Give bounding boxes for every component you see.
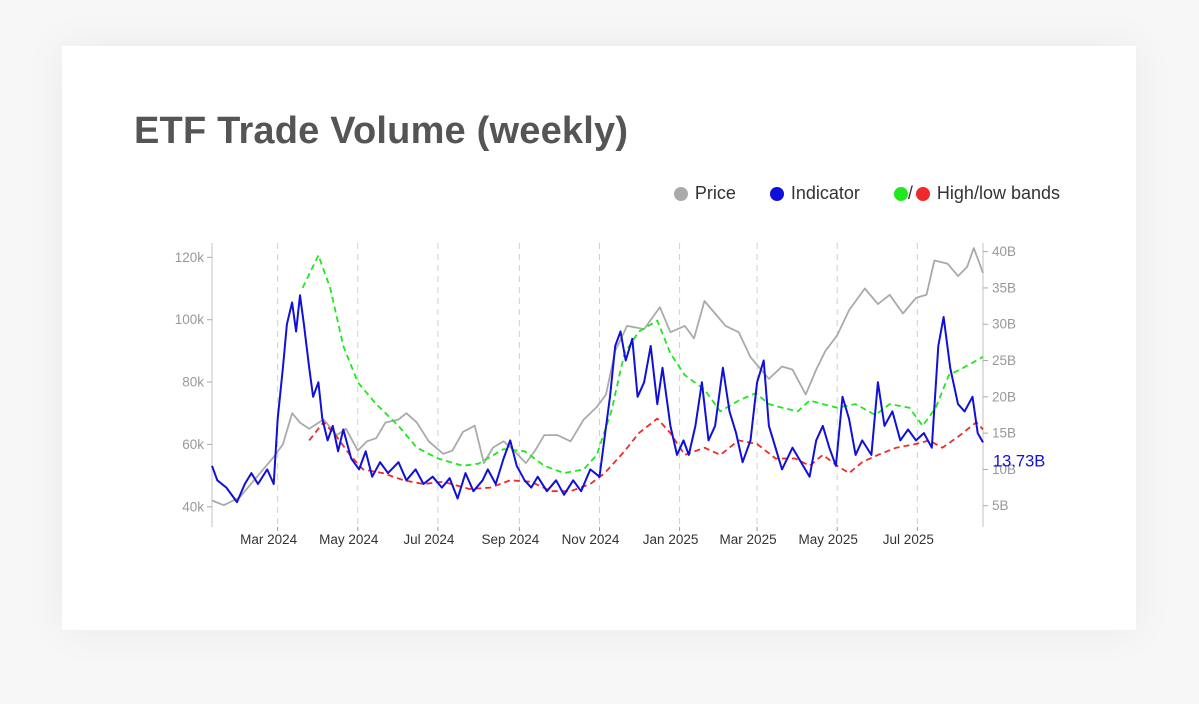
x-tick-label: May 2024: [319, 532, 379, 547]
legend-low-band-dot: [915, 186, 930, 201]
left-tick-label: 40k: [182, 499, 204, 514]
legend-item-indicator[interactable]: Indicator: [769, 183, 860, 204]
x-tick-label: Sep 2024: [481, 532, 539, 547]
legend-price-dot: [673, 186, 688, 201]
right-tick-label: 10B: [992, 462, 1016, 477]
x-tick-label: Mar 2025: [720, 532, 777, 547]
series-line-price: [211, 247, 984, 507]
tick-labels: Mar 2024 May 2024 Jul 2024 Sep 2024 Nov 2024…: [175, 244, 1046, 547]
right-tick-label: 35B: [992, 280, 1016, 295]
x-tick-label: Nov 2024: [562, 532, 620, 547]
x-tick-label: Jul 2024: [403, 532, 455, 547]
last-value-label: 13.73B: [993, 452, 1045, 470]
x-tick-label: Jan 2025: [643, 532, 699, 547]
right-tick-label: 5B: [992, 498, 1009, 513]
legend-indicator-dot: [769, 186, 784, 201]
legend-indicator-label: Indicator: [790, 183, 860, 203]
x-gridlines: [277, 243, 918, 527]
legend-price-label: Price: [694, 183, 736, 203]
legend-bands-label: High/low bands: [936, 183, 1060, 203]
right-tick-label: 25B: [992, 353, 1016, 368]
legend-item-bands[interactable]: / High/low bands: [893, 183, 1060, 204]
x-tick-label: May 2025: [799, 532, 858, 547]
left-tick-label: 120k: [175, 250, 205, 265]
legend-high-band-dot: [893, 186, 908, 201]
chart-axes: [207, 243, 988, 531]
right-tick-label: 15B: [992, 426, 1016, 441]
legend-bands-separator: /: [907, 183, 913, 203]
x-tick-label: Mar 2024: [240, 532, 298, 547]
chart-series: [211, 247, 984, 507]
chart-card: ETF Trade Volume (weekly) Price Indicato…: [62, 46, 1136, 630]
left-tick-label: 60k: [182, 437, 204, 452]
left-tick-label: 100k: [175, 312, 205, 327]
chart-legend: Price Indicator / High/low bands: [640, 183, 1060, 204]
right-tick-label: 20B: [992, 389, 1016, 404]
chart-title: ETF Trade Volume (weekly): [134, 110, 629, 152]
series-line-low-band: [308, 417, 984, 493]
x-tick-label: Jul 2025: [883, 532, 934, 547]
left-tick-label: 80k: [182, 375, 204, 390]
legend-item-price[interactable]: Price: [673, 183, 736, 204]
series-line-indicator: [211, 294, 984, 504]
right-tick-label: 30B: [992, 317, 1016, 332]
series-line-high-band: [301, 254, 984, 474]
right-tick-label: 40B: [992, 244, 1016, 259]
